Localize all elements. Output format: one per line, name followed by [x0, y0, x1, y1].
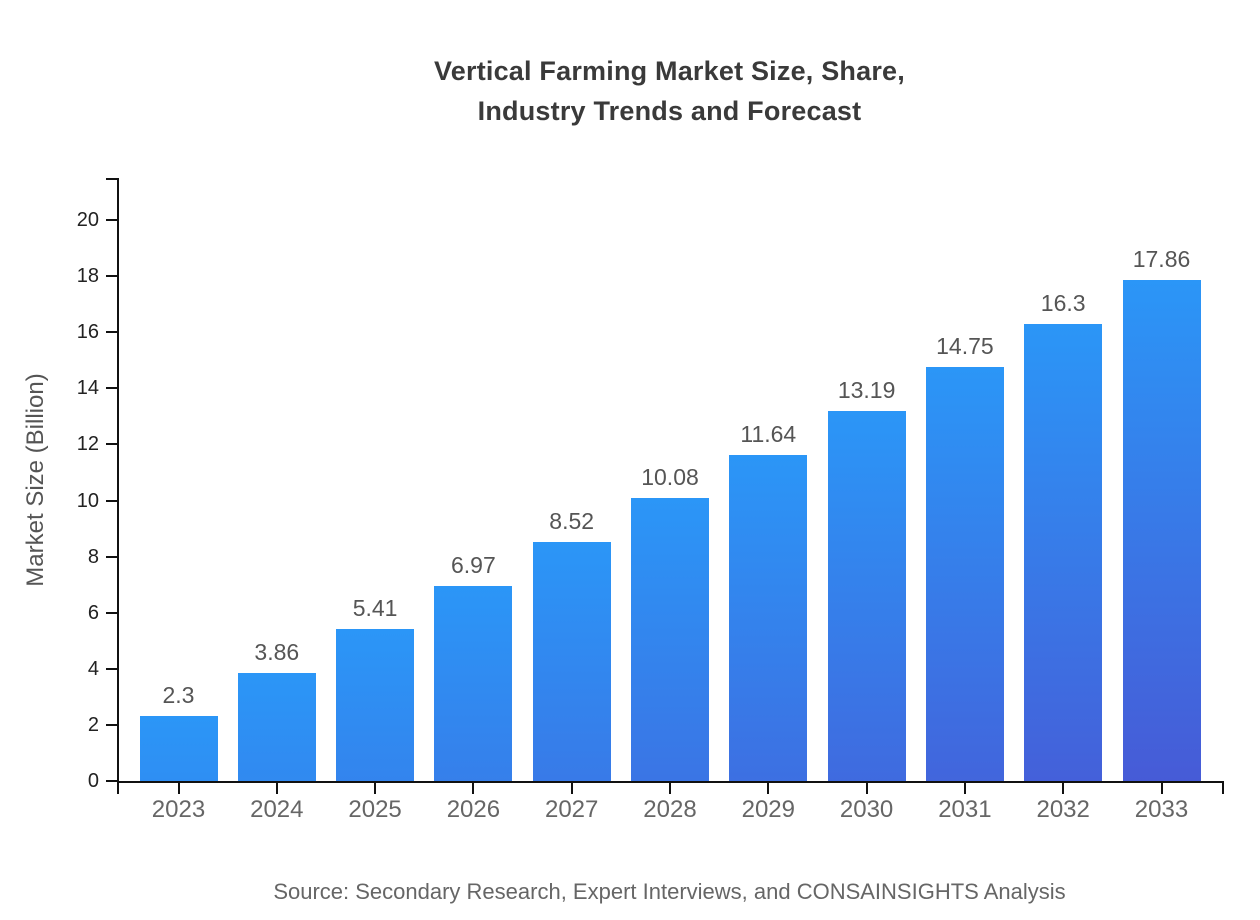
bar-value-label: 14.75 [936, 333, 994, 360]
bar-value-label: 3.86 [254, 638, 300, 665]
y-tick [106, 387, 117, 390]
y-tick-label: 14 [76, 377, 99, 400]
y-tick-label: 20 [76, 209, 99, 232]
bar-value-label: 10.08 [641, 464, 699, 491]
x-tick-label: 2025 [348, 796, 402, 823]
bar-value-label: 5.41 [352, 595, 398, 622]
x-tick [669, 783, 671, 794]
chart-title-line-2: Industry Trends and Forecast [477, 96, 862, 126]
x-tick-label: 2033 [1134, 796, 1189, 823]
bar-value-label: 13.19 [837, 377, 896, 404]
bar-2027 [532, 542, 611, 781]
y-tick [106, 275, 117, 278]
y-tick-label: 4 [87, 657, 99, 680]
y-tick [106, 611, 117, 614]
y-tick-label: 12 [76, 433, 99, 456]
y-tick [106, 331, 117, 334]
chart-title: Vertical Farming Market Size, Share, Ind… [117, 51, 1222, 131]
bar-value-label: 16.3 [1040, 289, 1086, 316]
x-axis-endcap-tick [1222, 783, 1224, 794]
x-tick [1062, 783, 1065, 794]
y-tick-label: 6 [87, 601, 99, 624]
bar-value-label: 8.52 [549, 508, 595, 535]
x-tick-label: 2023 [151, 796, 206, 823]
bar-value-label: 6.97 [451, 551, 496, 578]
x-tick [472, 783, 475, 794]
x-tick [963, 783, 966, 794]
y-tick-label: 18 [76, 265, 99, 288]
bar-value-label: 2.3 [162, 682, 195, 709]
y-axis-endcap-tick [106, 178, 117, 180]
bar-value-label: 17.86 [1132, 246, 1191, 273]
x-tick [177, 783, 180, 794]
x-tick [1160, 783, 1163, 794]
x-tick-label: 2026 [446, 796, 501, 823]
bar-2033 [1122, 280, 1201, 781]
bar-value-label: 11.64 [740, 420, 797, 447]
y-tick-label: 8 [87, 545, 99, 568]
bar-2030 [827, 411, 906, 781]
x-tick-label: 2024 [250, 796, 304, 823]
x-tick [374, 783, 377, 794]
y-tick [106, 667, 117, 670]
x-axis-left-tick [117, 783, 119, 794]
source-note: Source: Secondary Research, Expert Inter… [273, 879, 1066, 904]
bar-2025 [336, 629, 415, 781]
y-tick-label: 2 [87, 713, 99, 736]
x-tick [570, 783, 573, 794]
bar-2023 [139, 716, 218, 781]
bar-2028 [631, 498, 709, 781]
y-tick [106, 780, 117, 782]
x-tick-label: 2031 [938, 796, 992, 823]
bar-2032 [1024, 323, 1103, 781]
y-tick [106, 723, 117, 726]
y-tick [106, 443, 117, 446]
y-tick-label: 16 [76, 321, 99, 344]
y-tick [106, 499, 117, 502]
x-tick-label: 2029 [741, 796, 795, 823]
x-tick [767, 783, 770, 794]
y-tick [106, 555, 117, 558]
y-tick-label: 10 [76, 489, 99, 512]
x-tick-label: 2032 [1036, 796, 1090, 823]
x-axis-line [117, 781, 1224, 783]
x-tick-label: 2027 [544, 796, 599, 823]
y-tick-label: 0 [87, 770, 99, 792]
y-axis-line [117, 178, 119, 783]
x-tick-label: 2028 [643, 796, 697, 823]
y-tick [106, 219, 117, 222]
bar-2026 [434, 585, 513, 781]
bar-2029 [729, 454, 808, 781]
bar-2024 [237, 672, 316, 781]
chart-title-line-1: Vertical Farming Market Size, Share, [434, 56, 905, 86]
x-tick [275, 783, 278, 794]
x-tick-label: 2030 [839, 796, 894, 823]
x-tick [865, 783, 868, 794]
bar-2031 [925, 367, 1004, 781]
